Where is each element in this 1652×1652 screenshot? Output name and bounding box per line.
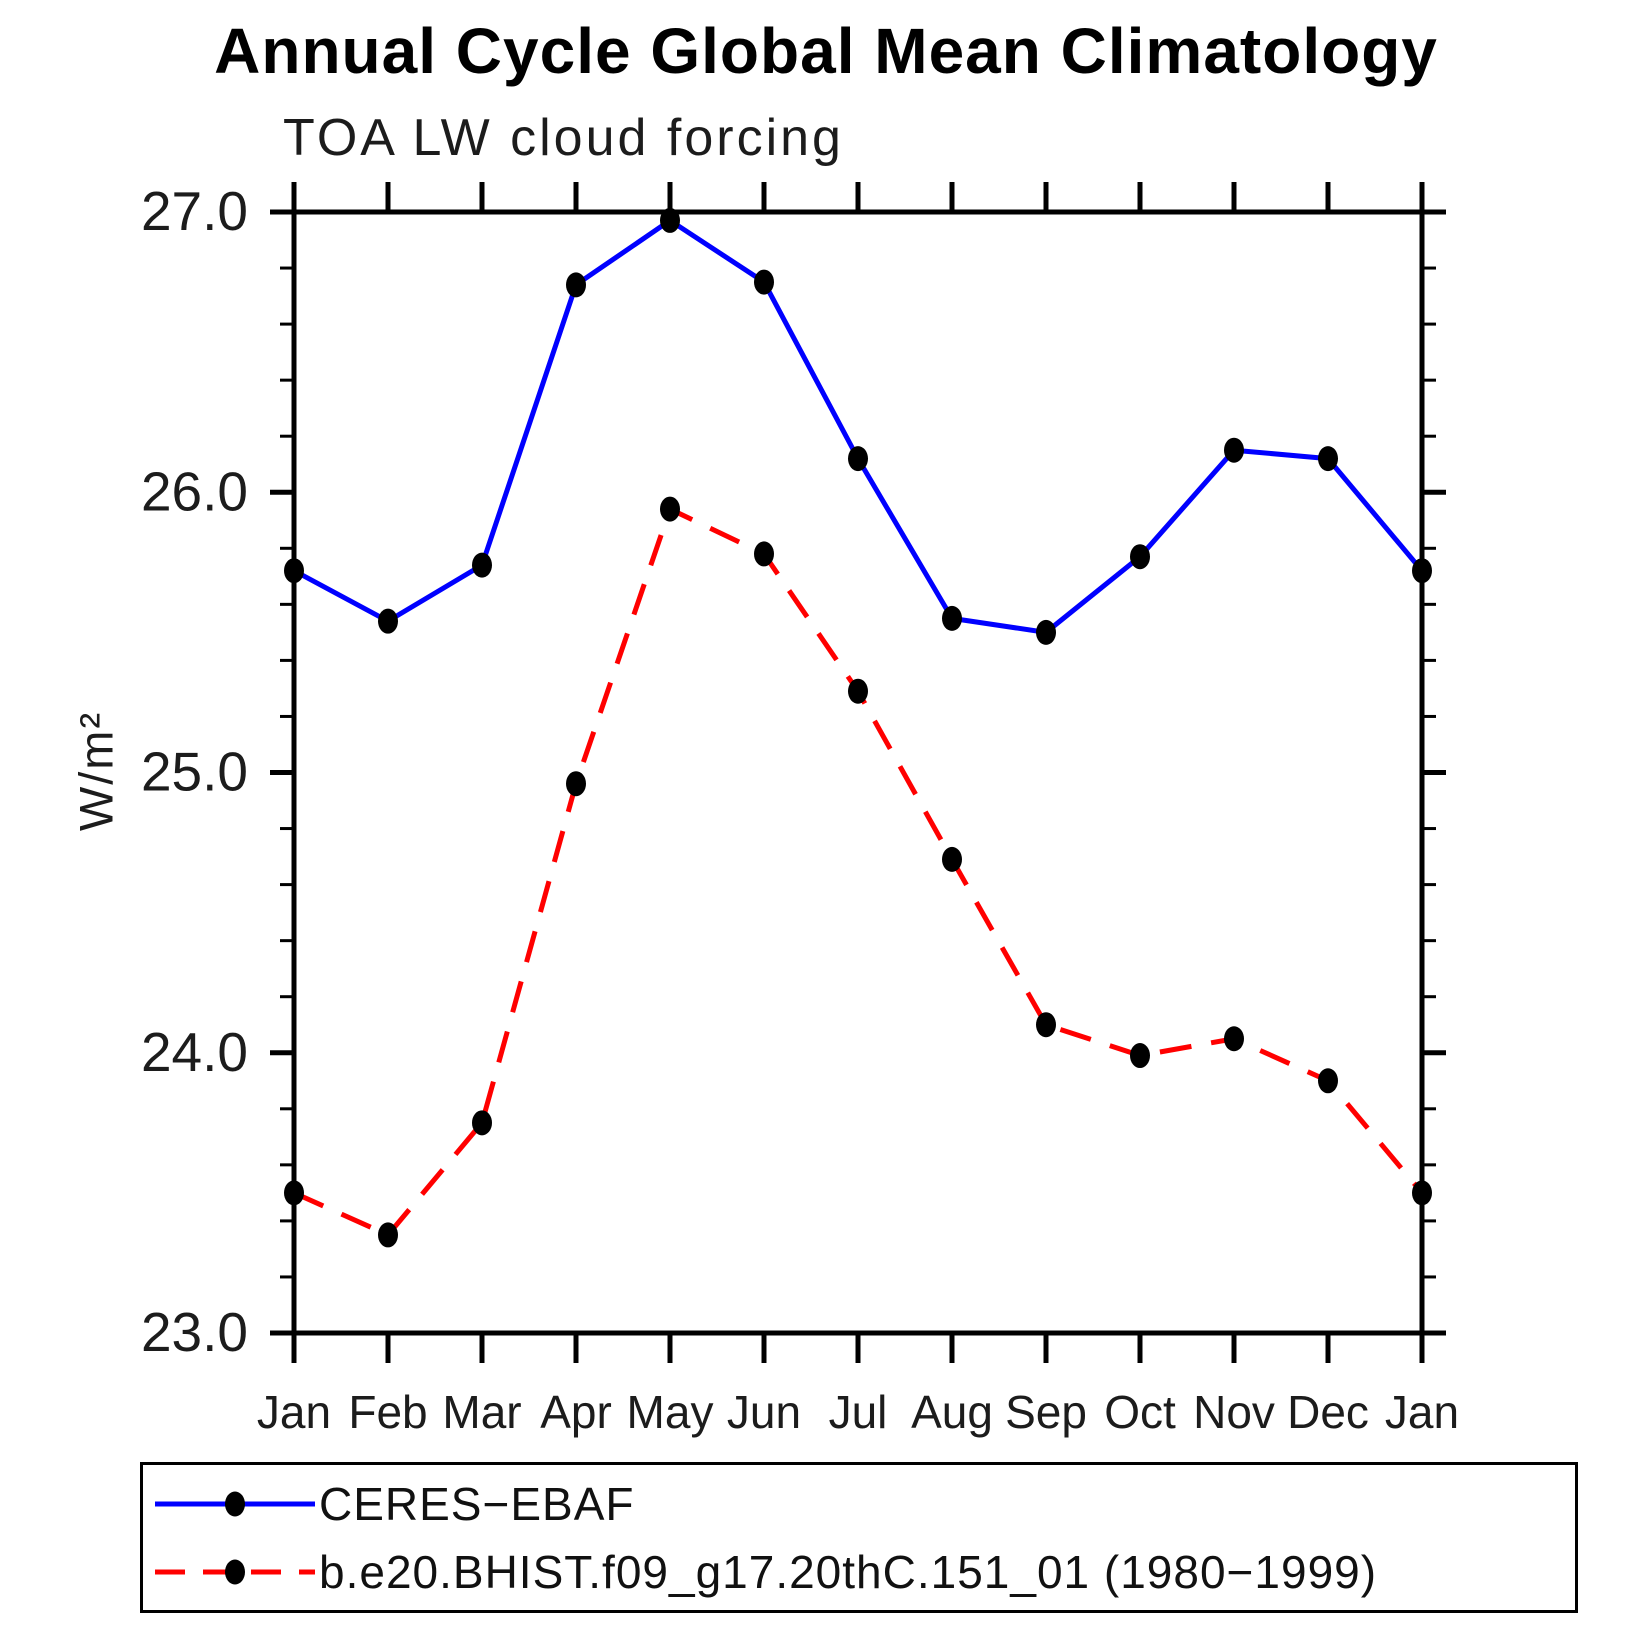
series-1-marker [378, 1222, 398, 1248]
series-line-1 [292, 506, 1424, 1238]
x-tick-label: Nov [1193, 1386, 1275, 1438]
series-0-marker [754, 269, 774, 295]
series-1-marker [1412, 1180, 1432, 1206]
series-1-marker [1036, 1012, 1056, 1038]
series-1-marker [472, 1110, 492, 1136]
x-tick-label: Jul [829, 1386, 888, 1438]
chart-subtitle: TOA LW cloud forcing [283, 109, 844, 167]
y-tick-label: 25.0 [141, 741, 248, 803]
series-1-marker [566, 771, 586, 797]
axis-frame [291, 209, 1425, 1336]
y-tick-label: 23.0 [141, 1301, 248, 1363]
legend-label-model: b.e20.BHIST.f09_g17.20thC.151_01 (1980−1… [319, 1545, 1378, 1598]
chart-title: Annual Cycle Global Mean Climatology [214, 15, 1438, 87]
x-tick-label: Jan [1385, 1386, 1459, 1438]
x-tick-label: Jan [257, 1386, 331, 1438]
series-0-marker [1036, 619, 1056, 645]
series-1-marker [660, 496, 680, 522]
series-0-marker [1130, 544, 1150, 570]
x-tick-label: May [627, 1386, 714, 1438]
series-1-marker [1318, 1068, 1338, 1094]
series-0-marker [942, 605, 962, 631]
legend-entry-ceres: CERES−EBAF [143, 1474, 1575, 1534]
legend-marker-dot [225, 1491, 245, 1516]
series-0-marker [1224, 437, 1244, 463]
series-0-marker [378, 608, 398, 634]
series-0-marker [284, 558, 304, 584]
x-tick-label: Feb [348, 1386, 427, 1438]
legend-label-ceres: CERES−EBAF [319, 1477, 635, 1530]
legend-entry-model: b.e20.BHIST.f09_g17.20thC.151_01 (1980−1… [143, 1542, 1575, 1602]
series-1-marker [942, 846, 962, 872]
x-tick-label: Mar [442, 1386, 521, 1438]
series-1-marker [1224, 1026, 1244, 1052]
series-0-marker [1318, 446, 1338, 472]
x-tick-label: Aug [911, 1386, 993, 1438]
series-1-marker [848, 678, 868, 704]
y-tick-label: 24.0 [141, 1021, 248, 1083]
legend-box: CERES−EBAF b.e20.BHIST.f09_g17.20thC.151… [140, 1462, 1578, 1613]
series-0-marker [848, 446, 868, 472]
x-tick-label: Dec [1287, 1386, 1369, 1438]
series-1-marker [754, 541, 774, 567]
legend-swatch-solid-line [155, 1491, 315, 1516]
y-tick-label: 26.0 [141, 460, 248, 522]
x-tick-label: Apr [540, 1386, 612, 1438]
x-tick-label: Oct [1104, 1386, 1176, 1438]
legend-marker-dot [225, 1559, 245, 1584]
legend-swatch-dashed-line [155, 1559, 315, 1584]
plot-area: 23.0 24.0 25.0 26.0 27.0 Jan Feb Mar Apr May Jun Ju… [141, 180, 1459, 1438]
series-1-marker [284, 1180, 304, 1206]
series-0-marker [660, 207, 680, 233]
series-line-0 [292, 217, 1424, 635]
series-0-marker [1412, 558, 1432, 584]
y-tick-label: 27.0 [141, 180, 248, 242]
series-0-marker [472, 552, 492, 578]
series-1-marker [1130, 1043, 1150, 1069]
series-0-marker [566, 272, 586, 298]
x-tick-label: Jun [727, 1386, 801, 1438]
x-tick-label: Sep [1005, 1386, 1087, 1438]
